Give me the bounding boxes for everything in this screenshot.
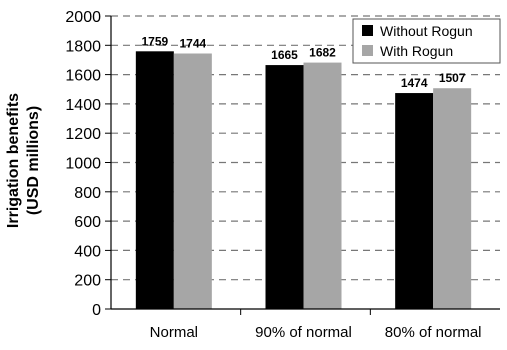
y-tick-label: 400 (74, 243, 101, 260)
data-label: 1507 (439, 71, 466, 85)
axes: 0 200 400 600 800 1000 1200 1400 1600 1800 2000 Nor… (65, 9, 500, 341)
bar-with-rogun (173, 53, 212, 310)
y-tick-label: 1000 (65, 156, 101, 173)
y-tick-label: 0 (92, 302, 101, 319)
bar-with-rogun (433, 88, 472, 309)
bar-without-rogun (135, 51, 174, 310)
y-axis-title: Irrigation benefits (USD millions) (5, 93, 42, 228)
y-tick-label: 1200 (65, 126, 101, 143)
legend-swatch (362, 45, 373, 56)
bar-without-rogun (265, 65, 304, 309)
y-tick-label: 800 (74, 185, 101, 202)
data-label: 1744 (179, 37, 206, 51)
legend-label: With Rogun (380, 43, 453, 59)
bar-with-rogun (303, 62, 342, 309)
legend-box (352, 18, 501, 64)
y-tick-label: 1600 (65, 68, 101, 85)
data-label: 1474 (401, 76, 428, 90)
legend-swatch (362, 25, 373, 36)
bar-without-rogun (395, 93, 434, 310)
bars (135, 51, 472, 310)
x-category-label: 80% of normal (385, 324, 482, 341)
x-category-label: 90% of normal (255, 324, 352, 341)
legend: Without Rogun With Rogun (352, 18, 501, 64)
data-labels: 1759 1744 1665 1682 1474 1507 (141, 34, 465, 90)
y-tick-label: 600 (74, 214, 101, 231)
y-tick-label: 2000 (65, 9, 101, 26)
data-label: 1682 (309, 46, 336, 60)
data-label: 1759 (141, 34, 168, 48)
y-tick-label: 200 (74, 273, 101, 290)
data-label: 1665 (271, 48, 298, 62)
y-axis-title-line: (USD millions) (25, 106, 42, 215)
x-category-label: Normal (150, 324, 198, 341)
legend-label: Without Rogun (380, 23, 473, 39)
y-axis-title-line: Irrigation benefits (5, 93, 22, 228)
y-tick-label: 1800 (65, 38, 101, 55)
axis-titles: Irrigation benefits (USD millions) (5, 93, 42, 228)
y-tick-label: 1400 (65, 97, 101, 114)
